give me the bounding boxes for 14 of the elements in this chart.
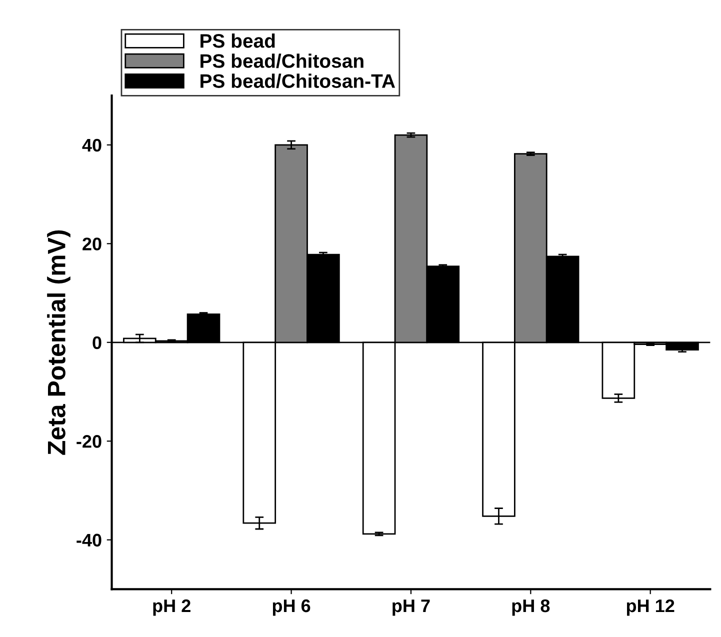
- legend-label: PS bead: [200, 34, 275, 48]
- x-tick-label: pH 8: [512, 599, 550, 616]
- y-tick-label: -40: [76, 534, 102, 547]
- x-tick-label: pH 2: [153, 599, 190, 616]
- x-tick-label: pH 6: [272, 599, 310, 616]
- y-axis-title: Zeta Potential (mV): [47, 230, 70, 455]
- legend-label: PS bead/Chitosan: [200, 54, 364, 68]
- y-tick-label: 20: [82, 238, 102, 250]
- x-tick-label: pH 7: [392, 600, 430, 616]
- legend-label: PS bead/Chitosan-TA: [200, 74, 396, 88]
- y-tick-label: -20: [76, 435, 102, 448]
- y-tick-label: 0: [92, 336, 102, 350]
- y-tick-label: 40: [82, 138, 102, 152]
- x-tick-label: pH 12: [626, 599, 674, 616]
